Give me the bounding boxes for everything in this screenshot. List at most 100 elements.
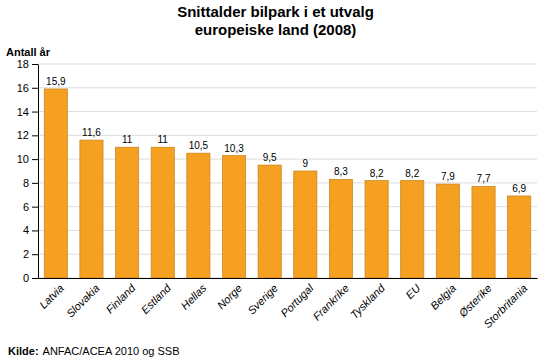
y-tick-label: 12: [17, 129, 29, 141]
data-label: 15,9: [46, 76, 66, 87]
grid-line: [38, 135, 537, 136]
y-tick: 12: [17, 129, 38, 141]
y-tick: 14: [17, 106, 38, 118]
y-tick-label: 6: [23, 201, 29, 213]
y-tick: 16: [17, 82, 38, 94]
x-tick-label: Tyskland: [348, 281, 388, 321]
y-tick-mark: [32, 88, 38, 89]
y-tick-mark: [32, 254, 38, 255]
y-tick: 2: [23, 248, 38, 260]
grid-line: [38, 182, 537, 183]
x-tick: Latvia: [37, 282, 66, 311]
data-label: 8,2: [370, 168, 384, 179]
data-label: 8,3: [334, 166, 348, 177]
bar: [222, 156, 245, 278]
x-tick: Slovakia: [64, 282, 102, 320]
y-tick-label: 10: [17, 153, 29, 165]
y-tick-mark: [32, 135, 38, 136]
y-tick-mark: [32, 278, 38, 279]
y-label: Antall år: [6, 46, 51, 58]
grid-line: [38, 111, 537, 112]
y-tick: 10: [17, 153, 38, 165]
grid-line: [38, 254, 537, 255]
data-label: 8,2: [405, 168, 419, 179]
bar: [508, 196, 531, 278]
x-tick-label: Storbritania: [481, 282, 529, 330]
y-tick: 4: [23, 224, 38, 236]
data-label: 7,9: [441, 171, 455, 182]
x-tick: EU: [403, 282, 422, 301]
y-tick-label: 16: [17, 82, 29, 94]
y-tick: 6: [23, 201, 38, 213]
data-label: 10,3: [224, 143, 244, 154]
y-tick: 18: [17, 58, 38, 70]
bar: [365, 181, 388, 278]
x-tick: Norge: [215, 282, 245, 312]
x-tick-label: Norge: [215, 282, 245, 312]
x-tick-label: Frankrike: [310, 282, 351, 323]
x-tick: Belgia: [428, 282, 458, 312]
grid-line: [38, 64, 537, 65]
data-label: 11: [122, 134, 133, 145]
y-tick-label: 18: [17, 58, 29, 70]
bar: [436, 184, 459, 278]
y-tick-label: 8: [23, 177, 29, 189]
x-tick: Sverige: [245, 282, 280, 317]
bar: [329, 179, 352, 278]
data-labels: 15,9 11,6 11 11 10,5 10,3 9,5 9 8,3 8,2 8,2 7,9 7,7 6…: [46, 76, 526, 194]
x-tick: Finland: [103, 281, 138, 316]
data-label: 9: [303, 158, 309, 169]
y-tick: 0: [23, 272, 38, 284]
x-tick-label: Latvia: [37, 282, 66, 311]
x-tick-label: Sverige: [245, 282, 280, 317]
x-tick-label: Estland: [139, 281, 174, 316]
data-label: 7,7: [477, 173, 491, 184]
x-tick: Storbritania: [481, 282, 529, 330]
y-tick-mark: [32, 230, 38, 231]
y-tick-mark: [32, 183, 38, 184]
x-tick-label: Hellas: [179, 281, 209, 311]
grid-line: [38, 230, 537, 231]
x-tick: Hellas: [179, 281, 209, 311]
bar: [44, 89, 67, 278]
x-tick-label: Belgia: [428, 282, 458, 312]
bar: [187, 153, 210, 278]
data-label: 11,6: [82, 127, 101, 138]
y-axis-line: [38, 65, 39, 279]
y-tick-label: 2: [23, 248, 29, 260]
bar: [294, 171, 317, 278]
y-tick-label: 0: [23, 272, 29, 284]
x-tick-label: Finland: [103, 281, 138, 316]
plot: 15,9 11,6 11 11 10,5 10,3 9,5 9 8,3 8,2 8,2 7,9 7,7 6…: [17, 58, 538, 330]
bar: [258, 165, 281, 278]
bar: [401, 181, 424, 278]
y-tick-mark: [32, 207, 38, 208]
x-tick-label: EU: [403, 282, 422, 301]
data-label: 11: [158, 134, 169, 145]
x-tick: Tyskland: [348, 281, 388, 321]
y-tick-label: 14: [17, 106, 29, 118]
y-axis: 0 2 4 6 8 10 12 14 16 18: [17, 58, 39, 284]
bar: [116, 147, 139, 278]
x-tick: Frankrike: [310, 282, 351, 323]
x-axis-line: [39, 278, 538, 279]
grid-line: [38, 206, 537, 207]
grid-line: [38, 87, 537, 88]
y-tick-label: 4: [23, 224, 29, 236]
data-label: 6,9: [512, 183, 526, 194]
source: Kilde:ANFAC/ACEA 2010 og SSB: [8, 345, 180, 357]
bar: [472, 186, 495, 278]
chart: Snittalder bilpark i et utvalgeuropeiske…: [0, 0, 551, 362]
grid: [38, 64, 537, 278]
source-text: ANFAC/ACEA 2010 og SSB: [43, 345, 180, 357]
y-tick-mark: [32, 159, 38, 160]
grid-line: [38, 159, 537, 160]
bar: [151, 147, 174, 278]
x-axis: LatviaSlovakiaFinlandEstlandHellasNorgeS…: [37, 279, 538, 331]
data-label: 10,5: [189, 140, 209, 151]
bars: [44, 89, 531, 278]
data-label: 9,5: [263, 152, 277, 163]
bar: [80, 140, 103, 278]
x-tick-label: Slovakia: [64, 282, 102, 320]
grid-line: [38, 278, 537, 279]
